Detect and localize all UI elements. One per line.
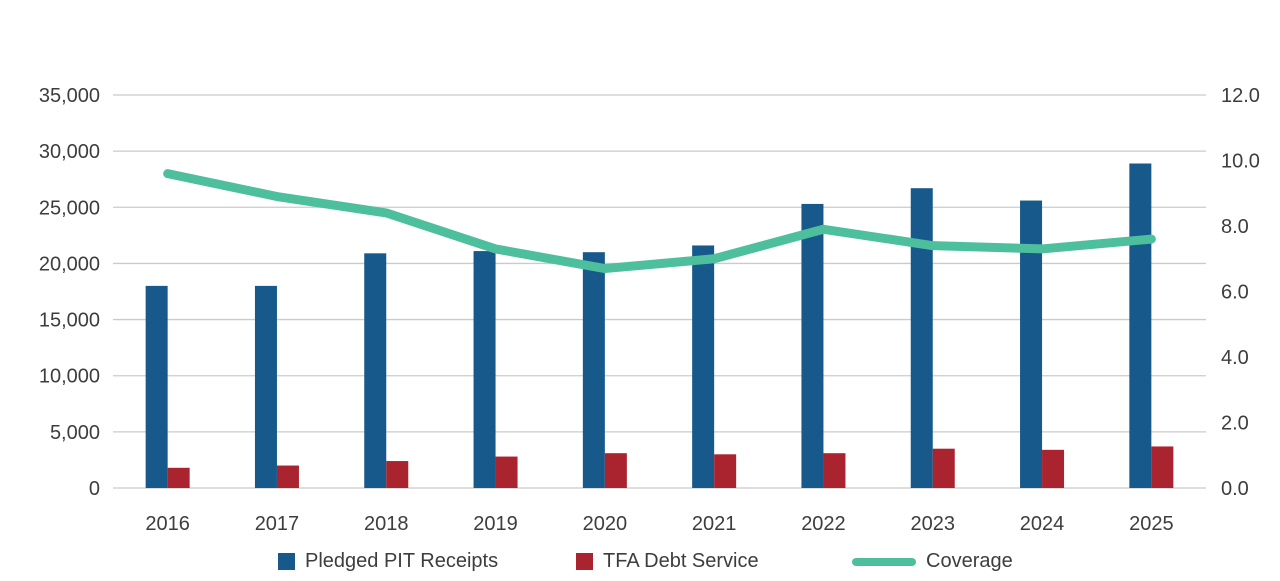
left-axis-tick-label: 0 (89, 478, 100, 500)
legend-label-coverage: Coverage (926, 550, 1013, 572)
bar-pledged-pit-receipts-2024 (1020, 200, 1043, 488)
bar-tfa-debt-service-2023 (932, 448, 955, 488)
x-axis-label-2021: 2021 (692, 513, 737, 535)
legend-label-tfa-debt-service: TFA Debt Service (603, 550, 759, 572)
bar-tfa-debt-service-2021 (714, 454, 737, 488)
right-axis-tick-label: 10.0 (1221, 151, 1260, 173)
bar-tfa-debt-service-2024 (1042, 449, 1065, 488)
legend-item-tfa-debt-service: TFA Debt Service (576, 550, 759, 573)
x-axis-label-2020: 2020 (583, 513, 628, 535)
left-axis-tick-label: 15,000 (39, 310, 100, 332)
right-axis-tick-label: 6.0 (1221, 282, 1249, 304)
tfa-debt-service-swatch (576, 553, 593, 570)
legend-item-coverage: Coverage (852, 550, 1013, 573)
bar-tfa-debt-service-2025 (1151, 446, 1174, 488)
bar-tfa-debt-service-2022 (823, 453, 846, 488)
bar-tfa-debt-service-2019 (495, 456, 518, 488)
right-axis-tick-label: 2.0 (1221, 413, 1249, 435)
x-axis-label-2017: 2017 (255, 513, 300, 535)
right-axis-tick-label: 8.0 (1221, 216, 1249, 238)
right-axis-tick-label: 4.0 (1221, 347, 1249, 369)
bar-tfa-debt-service-2020 (604, 453, 627, 488)
x-axis-label-2023: 2023 (911, 513, 956, 535)
left-axis-tick-label: 25,000 (39, 197, 100, 219)
bar-pledged-pit-receipts-2017 (254, 285, 277, 488)
x-axis-label-2019: 2019 (473, 513, 518, 535)
x-axis-label-2022: 2022 (801, 513, 846, 535)
bar-pledged-pit-receipts-2025 (1129, 163, 1152, 488)
bar-pledged-pit-receipts-2019 (473, 251, 496, 488)
bar-pledged-pit-receipts-2023 (910, 188, 933, 488)
bar-pledged-pit-receipts-2021 (692, 245, 715, 488)
bar-tfa-debt-service-2018 (386, 461, 409, 488)
left-axis-tick-label: 10,000 (39, 366, 100, 388)
bar-pledged-pit-receipts-2018 (364, 253, 387, 488)
x-axis-label-2024: 2024 (1020, 513, 1065, 535)
bar-tfa-debt-service-2017 (276, 465, 299, 488)
right-axis-tick-label: 12.0 (1221, 85, 1260, 107)
chart-legend: Pledged PIT Receipts TFA Debt Service Co… (0, 550, 1280, 578)
bar-pledged-pit-receipts-2016 (145, 285, 168, 488)
left-axis-tick-label: 30,000 (39, 141, 100, 163)
bar-tfa-debt-service-2016 (167, 467, 190, 488)
pledged-pit-receipts-swatch (278, 553, 295, 570)
bar-pledged-pit-receipts-2022 (801, 203, 824, 488)
left-axis-tick-label: 20,000 (39, 253, 100, 275)
left-axis-tick-label: 35,000 (39, 85, 100, 107)
left-axis-tick-label: 5,000 (50, 422, 100, 444)
bar-pledged-pit-receipts-2020 (582, 252, 605, 488)
legend-label-pledged-pit-receipts: Pledged PIT Receipts (305, 550, 499, 572)
coverage-line (163, 169, 1156, 274)
coverage-line-swatch (852, 557, 916, 566)
x-axis-label-2016: 2016 (145, 513, 190, 535)
right-axis-tick-label: 0.0 (1221, 478, 1249, 500)
x-axis-label-2018: 2018 (364, 513, 409, 535)
x-axis-label-2025: 2025 (1129, 513, 1174, 535)
legend-item-pledged-pit-receipts: Pledged PIT Receipts (278, 550, 498, 573)
